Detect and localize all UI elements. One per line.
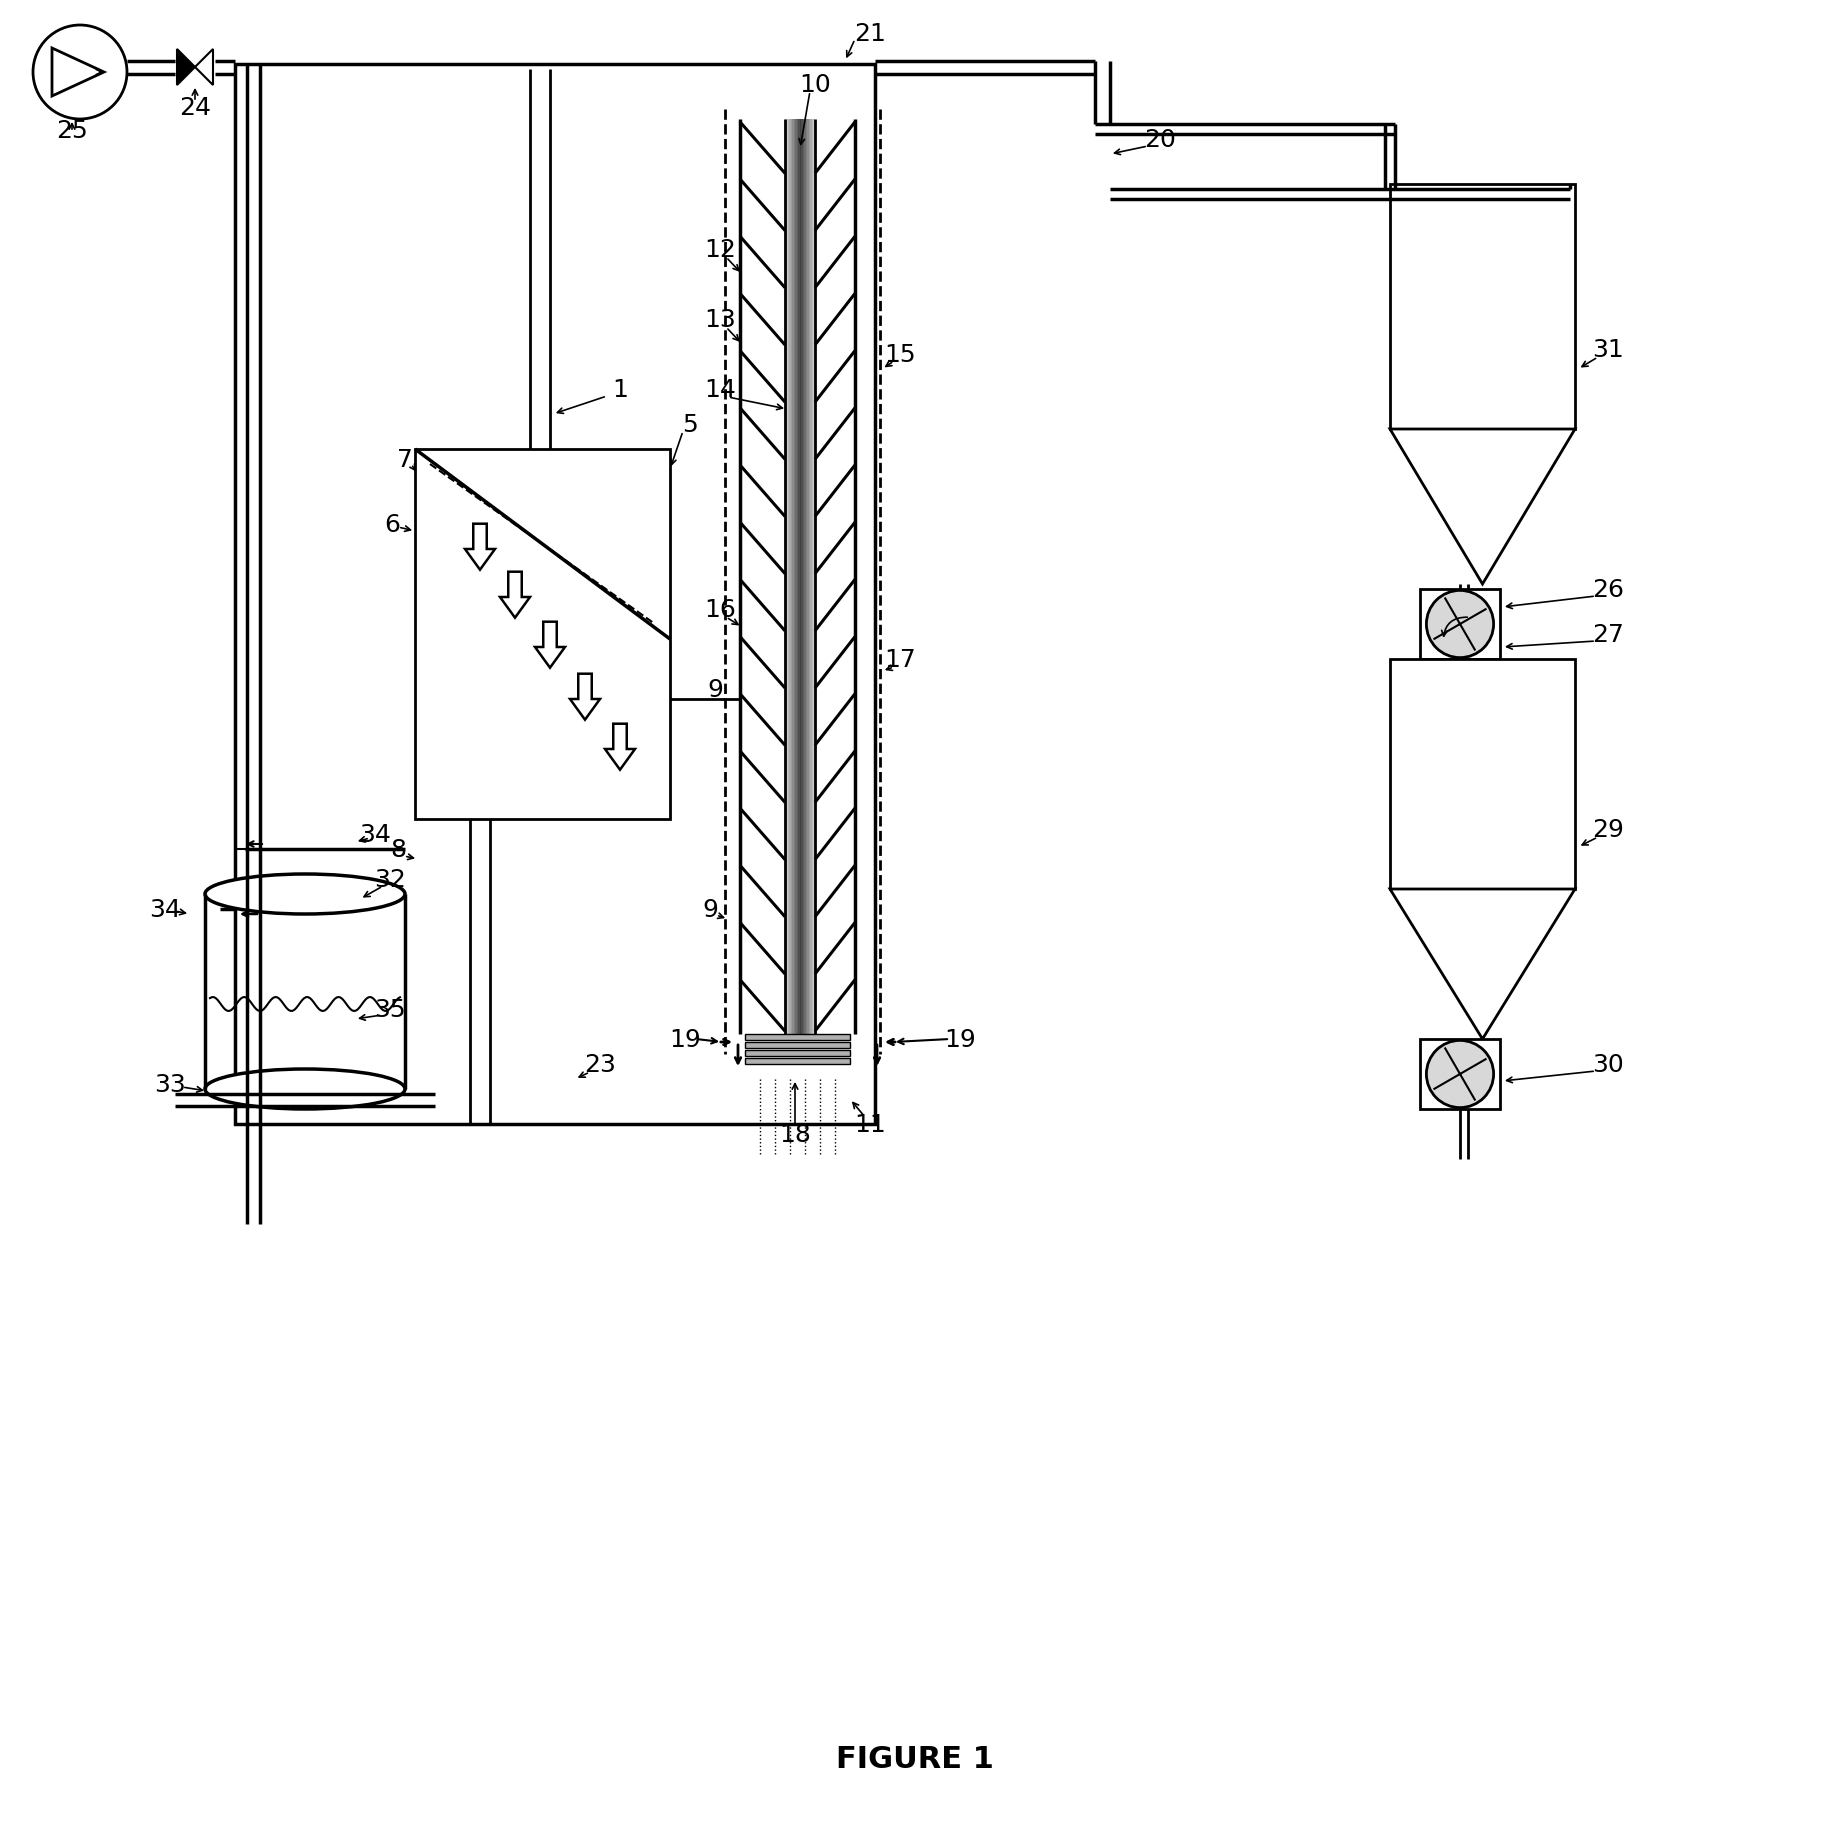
Text: FIGURE 1: FIGURE 1	[836, 1745, 994, 1773]
Text: 6: 6	[384, 513, 399, 537]
Polygon shape	[178, 50, 194, 86]
Circle shape	[1426, 590, 1493, 658]
Ellipse shape	[205, 875, 404, 914]
Text: 33: 33	[154, 1072, 187, 1096]
Text: 7: 7	[397, 447, 414, 473]
Bar	[745, 1050, 849, 1056]
Text: 26: 26	[1590, 577, 1623, 601]
Text: 18: 18	[778, 1122, 811, 1146]
Polygon shape	[569, 675, 600, 721]
Circle shape	[1426, 1041, 1493, 1107]
Text: 9: 9	[701, 897, 717, 921]
Text: 8: 8	[390, 837, 406, 861]
Text: 27: 27	[1592, 623, 1623, 647]
Bar	[1420, 1039, 1499, 1109]
Text: 20: 20	[1144, 129, 1175, 153]
Text: 23: 23	[584, 1052, 615, 1076]
Text: 1: 1	[611, 377, 628, 401]
Circle shape	[33, 26, 126, 120]
Polygon shape	[604, 725, 635, 771]
Bar	[745, 1034, 849, 1041]
Bar	[415, 451, 670, 820]
Text: 5: 5	[683, 412, 697, 436]
Text: 19: 19	[668, 1028, 701, 1052]
Polygon shape	[534, 622, 565, 668]
Text: 34: 34	[359, 822, 392, 846]
Bar	[1420, 590, 1499, 660]
Text: 29: 29	[1592, 818, 1623, 842]
Text: 30: 30	[1592, 1052, 1623, 1076]
Bar	[745, 1059, 849, 1065]
Bar	[1389, 186, 1574, 430]
Ellipse shape	[205, 1070, 404, 1109]
Text: 16: 16	[705, 598, 736, 622]
Text: 35: 35	[373, 997, 406, 1021]
Text: 21: 21	[853, 22, 886, 46]
Bar	[234, 64, 875, 1124]
Polygon shape	[194, 50, 212, 86]
Text: 9: 9	[706, 677, 723, 702]
Text: 32: 32	[373, 868, 406, 892]
Text: 17: 17	[884, 647, 915, 671]
Text: 15: 15	[884, 342, 915, 366]
Bar	[1389, 660, 1574, 890]
Text: 13: 13	[705, 307, 736, 331]
Text: 10: 10	[798, 74, 831, 97]
Text: 25: 25	[57, 120, 88, 143]
Text: 31: 31	[1592, 338, 1623, 362]
Polygon shape	[1389, 890, 1574, 1039]
Polygon shape	[465, 524, 494, 570]
Polygon shape	[1389, 430, 1574, 585]
Text: 11: 11	[853, 1113, 886, 1137]
Text: 24: 24	[179, 96, 210, 120]
Text: 14: 14	[705, 377, 736, 401]
Text: 12: 12	[705, 237, 736, 261]
Polygon shape	[500, 572, 529, 618]
Text: 34: 34	[148, 897, 181, 921]
Text: 19: 19	[944, 1028, 975, 1052]
Bar	[745, 1043, 849, 1048]
